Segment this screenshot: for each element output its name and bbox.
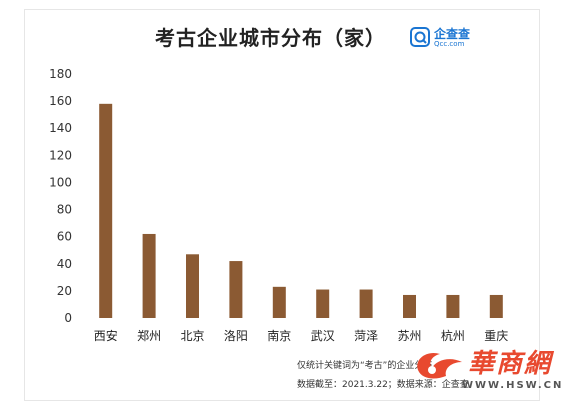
x-axis-labels: 西安 郑州 北京 洛阳 南京 武汉 菏泽 苏州 杭州 重庆 bbox=[94, 328, 509, 343]
y-tick-label: 40 bbox=[57, 257, 72, 271]
qcc-logo-icon bbox=[410, 27, 430, 47]
bar-9 bbox=[489, 294, 503, 318]
x-tick-label: 苏州 bbox=[397, 329, 421, 343]
bar-6 bbox=[359, 289, 373, 318]
x-tick-label: 杭州 bbox=[441, 328, 465, 343]
x-tick-label: 菏泽 bbox=[354, 329, 378, 343]
bar-8 bbox=[446, 294, 460, 318]
bar-4 bbox=[272, 286, 286, 318]
y-tick-label: 140 bbox=[49, 121, 72, 135]
y-tick-label: 120 bbox=[49, 148, 72, 162]
y-tick-label: 20 bbox=[57, 284, 72, 298]
y-tick-label: 60 bbox=[57, 230, 72, 244]
flame-logo-icon bbox=[417, 352, 462, 379]
chart-title: 考古企业城市分布（家） bbox=[155, 26, 386, 50]
brand-logo: 企查查 Qcc.com bbox=[410, 25, 480, 51]
y-tick-label: 80 bbox=[57, 203, 72, 217]
x-tick-label: 南京 bbox=[267, 328, 291, 343]
x-tick-label: 西安 bbox=[94, 328, 118, 343]
watermark-url: WWW.HSW.CN bbox=[462, 380, 562, 391]
y-tick-label: 0 bbox=[64, 311, 72, 325]
watermark-text: 華商網 bbox=[468, 349, 553, 379]
y-tick-label: 100 bbox=[49, 175, 72, 189]
y-tick-label: 180 bbox=[49, 67, 72, 81]
watermark: 華商網 WWW.HSW.CN bbox=[410, 335, 562, 405]
bar-1 bbox=[142, 233, 156, 318]
brand-domain: Qcc.com bbox=[434, 40, 465, 48]
bar-2 bbox=[186, 254, 199, 318]
x-tick-label: 郑州 bbox=[137, 328, 161, 343]
note-filter: 仅统计关键词为“考古”的企业分布 bbox=[297, 361, 433, 371]
x-tick-label: 重庆 bbox=[484, 329, 508, 343]
bar-7 bbox=[403, 294, 416, 318]
x-tick-label: 武汉 bbox=[311, 329, 335, 343]
note-source: 数据截至：2021.3.22；数据来源：企查查 bbox=[297, 380, 469, 390]
bar-5 bbox=[316, 289, 330, 318]
brand-name: 企查查 bbox=[434, 27, 471, 41]
y-tick-label: 160 bbox=[49, 94, 72, 108]
y-axis-ticks: 0 20 40 60 80 100 120 140 160 180 bbox=[49, 67, 72, 325]
bar-0 bbox=[99, 103, 113, 318]
x-tick-label: 洛阳 bbox=[224, 328, 248, 343]
bars bbox=[99, 103, 503, 318]
bar-3 bbox=[229, 261, 243, 318]
x-tick-label: 北京 bbox=[180, 329, 204, 343]
